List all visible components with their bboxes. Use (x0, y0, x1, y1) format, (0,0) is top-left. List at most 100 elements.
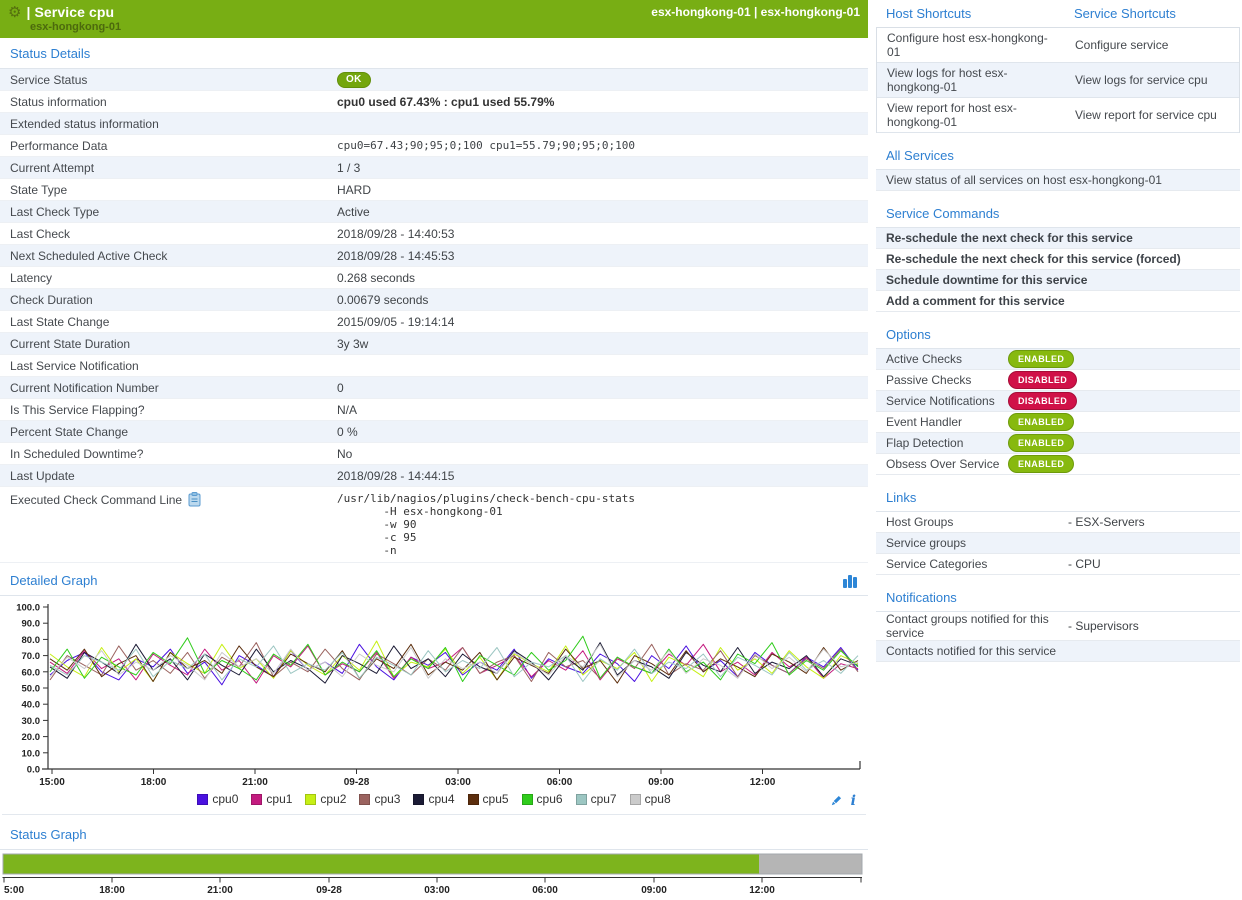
kv-value[interactable]: - ESX-Servers (1068, 515, 1145, 529)
status-row-value: N/A (337, 402, 358, 417)
enabled-badge[interactable]: ENABLED (1008, 455, 1075, 473)
all-services-link[interactable]: View status of all services on host esx-… (876, 170, 1240, 191)
status-row: Is This Service Flapping? N/A (0, 399, 868, 421)
gear-icon[interactable]: ⚙ (8, 3, 22, 21)
host-shortcut-link[interactable]: Configure host esx-hongkong-01 (887, 31, 1048, 59)
status-row-value: 0 (337, 380, 344, 395)
legend-label: cpu1 (266, 792, 293, 806)
legend-swatch (521, 793, 533, 805)
kv-value[interactable]: - Supervisors (1068, 619, 1139, 633)
legend-item-cpu8: cpu8 (629, 792, 671, 806)
legend-item-cpu5: cpu5 (467, 792, 509, 806)
clipboard-icon[interactable] (188, 492, 201, 507)
svg-text:03:00: 03:00 (424, 885, 450, 896)
legend-swatch (359, 793, 371, 805)
status-row-value: Active (337, 204, 370, 219)
host-shortcut-link[interactable]: View report for host esx-hongkong-01 (887, 101, 1017, 129)
status-row: Last Check 2018/09/28 - 14:40:53 (0, 223, 868, 245)
option-label: Passive Checks (886, 373, 972, 387)
legend-item-cpu0: cpu0 (197, 792, 238, 806)
legend-swatch (629, 793, 641, 805)
enabled-badge[interactable]: ENABLED (1008, 434, 1075, 452)
service-commands-section: Service Commands Re-schedule the next ch… (876, 200, 1240, 312)
kv-row: Contacts notified for this service (876, 641, 1240, 662)
svg-text:12:00: 12:00 (750, 777, 776, 785)
detailed-graph-title: Detailed Graph (10, 573, 98, 588)
series-cpu1 (49, 643, 859, 684)
svg-text:90.0: 90.0 (22, 619, 41, 630)
links-title: Links (876, 484, 1240, 512)
disabled-badge[interactable]: DISABLED (1008, 392, 1078, 410)
legend-label: cpu3 (374, 792, 401, 806)
svg-text:80.0: 80.0 (22, 635, 41, 646)
service-shortcuts-title: Service Shortcuts (1074, 6, 1176, 21)
kv-label: Service Categories (886, 557, 988, 571)
status-row-value: cpu0=67.43;90;95;0;100 cpu1=55.79;90;95;… (337, 139, 636, 152)
status-row-value: HARD (337, 182, 372, 197)
legend-label: cpu8 (644, 792, 671, 806)
status-row: Last State Change 2015/09/05 - 19:14:14 (0, 311, 868, 333)
status-row-label: Next Scheduled Active Check (10, 248, 168, 263)
option-row: Passive Checks DISABLED (876, 370, 1240, 391)
svg-text:12:00: 12:00 (749, 885, 775, 896)
bar-chart-icon[interactable] (842, 574, 858, 588)
status-row: Current Attempt 1 / 3 (0, 157, 868, 179)
service-shortcut-link[interactable]: Configure service (1075, 38, 1169, 52)
legend-swatch (305, 793, 317, 805)
status-details-table: Service Status OK Status information cpu0 u… (0, 69, 868, 563)
notifications-section: Notifications Contact groups notified fo… (876, 584, 1240, 662)
host-shortcut-link[interactable]: View logs for host esx-hongkong-01 (887, 66, 1008, 94)
service-command-link[interactable]: Schedule downtime for this service (876, 270, 1240, 291)
all-services-title: All Services (876, 142, 1240, 170)
enabled-badge[interactable]: ENABLED (1008, 350, 1075, 368)
svg-text:5:00: 5:00 (4, 885, 24, 896)
legend-item-cpu3: cpu3 (359, 792, 400, 806)
detailed-graph-header: Detailed Graph (0, 565, 868, 596)
enabled-badge[interactable]: ENABLED (1008, 413, 1075, 431)
status-details-title: Status Details (10, 46, 91, 61)
status-details-header: Status Details (0, 38, 868, 69)
options-title: Options (876, 321, 1240, 349)
status-row-value: 2018/09/28 - 14:40:53 (337, 226, 455, 241)
kv-value[interactable]: - CPU (1068, 557, 1101, 571)
status-graph-title: Status Graph (10, 827, 87, 842)
svg-text:30.0: 30.0 (22, 716, 41, 727)
status-row-value: 2015/09/05 - 19:14:14 (337, 314, 455, 329)
legend-swatch (197, 793, 209, 805)
service-command-link[interactable]: Re-schedule the next check for this serv… (876, 249, 1240, 270)
svg-text:21:00: 21:00 (207, 885, 233, 896)
pencil-icon[interactable] (830, 794, 843, 807)
status-graph-header: Status Graph (0, 819, 868, 850)
legend-item-cpu1: cpu1 (251, 792, 292, 806)
kv-row: Service groups (876, 533, 1240, 554)
series-cpu6 (49, 635, 859, 682)
status-row-label: Current State Duration (10, 336, 131, 351)
right-pane: Host Shortcuts Service Shortcuts Configu… (868, 0, 1242, 900)
host-breadcrumb[interactable]: esx-hongkong-01 | esx-hongkong-01 (651, 5, 860, 19)
service-header: ⚙ | Service cpu esx-hongkong-01 | esx-ho… (0, 0, 868, 38)
status-row-label: State Type (10, 182, 68, 197)
info-icon[interactable]: i (850, 792, 856, 809)
service-shortcut-link[interactable]: View report for service cpu (1075, 108, 1217, 122)
kv-label: Host Groups (886, 515, 954, 529)
status-row-label: Percent State Change (10, 424, 129, 439)
status-row-value: 2018/09/28 - 14:44:15 (337, 468, 455, 483)
disabled-badge[interactable]: DISABLED (1008, 371, 1078, 389)
svg-text:0.0: 0.0 (27, 765, 40, 776)
service-command-link[interactable]: Re-schedule the next check for this serv… (876, 228, 1240, 249)
svg-text:09-28: 09-28 (316, 885, 342, 896)
status-row: State Type HARD (0, 179, 868, 201)
service-shortcut-link[interactable]: View logs for service cpu (1075, 73, 1208, 87)
status-row-label: Current Attempt (10, 160, 95, 175)
status-row: Percent State Change 0 % (0, 421, 868, 443)
option-label: Obsess Over Service (886, 457, 1000, 471)
notifications-title: Notifications (876, 584, 1240, 612)
legend-item-cpu2: cpu2 (305, 792, 346, 806)
service-command-link[interactable]: Add a comment for this service (876, 291, 1240, 312)
host-subtitle: esx-hongkong-01 (30, 21, 122, 33)
status-row: Last Service Notification (0, 355, 868, 377)
status-row-value: 2018/09/28 - 14:45:53 (337, 248, 455, 263)
status-row-label: Extended status information (10, 116, 159, 131)
shortcut-row: Configure host esx-hongkong-01 Configure … (877, 28, 1239, 63)
svg-text:09:00: 09:00 (641, 885, 667, 896)
